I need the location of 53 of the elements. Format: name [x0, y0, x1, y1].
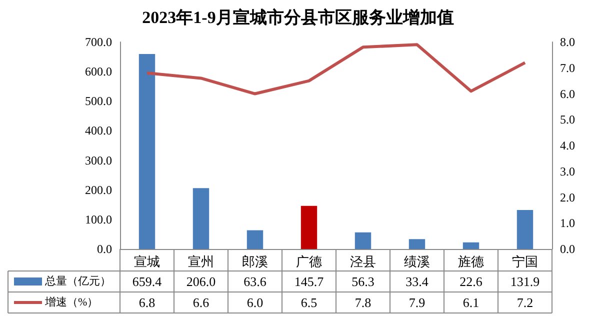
y-tick-label: 200.0 — [85, 182, 112, 197]
y-tick-label: 100.0 — [85, 212, 112, 226]
y2-tick-label: 1.0 — [560, 216, 575, 230]
y2-tick-label: 8.0 — [560, 35, 575, 49]
bar — [516, 210, 534, 249]
x-tick-label: 广德 — [296, 254, 322, 269]
data-label: 33.4 — [406, 274, 429, 289]
x-tick-label: 旌德 — [458, 254, 484, 269]
data-label: 6.1 — [462, 295, 480, 310]
y-tick-label: 700.0 — [85, 35, 112, 49]
data-label: 6.8 — [138, 295, 156, 310]
bar — [462, 242, 480, 249]
data-label: 56.3 — [352, 274, 374, 289]
data-label: 22.6 — [460, 274, 483, 289]
data-label: 131.9 — [510, 274, 540, 289]
data-label: 145.7 — [294, 274, 324, 289]
line-series — [146, 43, 526, 96]
chart-title: 2023年1-9月宣城市分县市区服务业增加值 — [142, 8, 454, 27]
data-label: 6.5 — [300, 295, 318, 310]
data-label: 7.9 — [408, 295, 426, 310]
y-tick-label: 0.0 — [97, 242, 112, 256]
y2-tick-label: 5.0 — [560, 112, 575, 127]
y2-tick-label: 7.0 — [560, 60, 575, 75]
data-label: 7.2 — [516, 295, 534, 310]
data-label: 63.6 — [244, 274, 267, 289]
x-tick-label: 宣州 — [188, 254, 214, 269]
x-tick-label: 郎溪 — [242, 254, 268, 269]
x-tick-label: 绩溪 — [404, 254, 430, 269]
x-tick-label: 宁国 — [512, 254, 538, 269]
data-label: 7.8 — [354, 295, 372, 310]
data-label: 6.6 — [192, 295, 210, 310]
bar — [354, 232, 372, 249]
data-label: 206.0 — [186, 274, 216, 289]
bar — [300, 206, 318, 249]
legend-label: 总量（亿元） — [44, 274, 111, 288]
legend-label: 增速（%） — [44, 296, 98, 308]
y2-tick-label: 3.0 — [560, 164, 575, 178]
bar — [138, 54, 156, 249]
y2-tick-label: 4.0 — [560, 138, 575, 152]
y2-tick-label: 6.0 — [560, 86, 575, 101]
bar — [408, 239, 426, 249]
y-tick-label: 500.0 — [85, 94, 112, 108]
y-tick-label: 400.0 — [85, 124, 112, 138]
y-tick-label: 600.0 — [85, 64, 112, 79]
x-tick-label: 泾县 — [350, 254, 376, 269]
bar — [246, 230, 264, 249]
x-tick-label: 宣城 — [134, 254, 160, 269]
y2-tick-label: 2.0 — [560, 190, 575, 204]
data-label: 659.4 — [132, 274, 162, 289]
y-tick-label: 300.0 — [85, 153, 112, 168]
data-label: 6.0 — [246, 295, 264, 310]
bar — [192, 188, 210, 249]
y2-tick-label: 0.0 — [560, 242, 575, 256]
